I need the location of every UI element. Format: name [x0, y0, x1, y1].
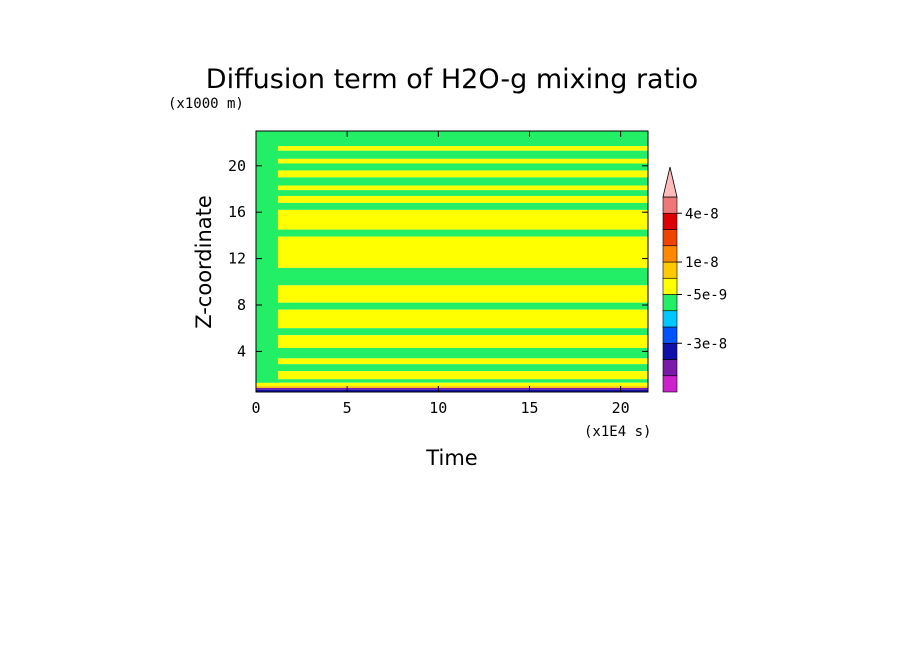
chart-title: Diffusion term of H2O-g mixing ratio	[206, 64, 698, 95]
y-axis-ticks: 4 8 12 16 20	[228, 157, 648, 360]
contour-band	[256, 382, 648, 387]
contour-band	[256, 389, 648, 392]
contour-band	[256, 190, 648, 196]
colorbar-extend-triangle	[662, 166, 678, 198]
plot-frame	[255, 130, 649, 393]
contour-band	[256, 371, 648, 380]
contour-band	[256, 177, 648, 186]
y-axis-label: Z-coordinate	[192, 195, 216, 329]
colorbar-label: 1e-8	[685, 255, 719, 271]
x-axis-unit: (x1E4 s)	[584, 424, 651, 440]
colorbar-segment	[662, 229, 678, 247]
contour-band	[256, 158, 648, 164]
colorbar-label: 4e-8	[685, 206, 719, 222]
colorbar-segment	[662, 196, 678, 214]
colorbar-label: -5e-9	[685, 288, 727, 304]
colorbar-segment	[662, 326, 678, 344]
colorbar: 4e-8 1e-8 -5e-9 -3e-8	[662, 166, 727, 393]
y-tick-label: 12	[228, 250, 246, 268]
contour-band	[256, 386, 648, 388]
contour-band	[256, 170, 648, 178]
y-axis-unit: (x1000 m)	[168, 96, 244, 112]
y-tick-label: 4	[237, 342, 246, 360]
x-tick-label: 5	[343, 399, 352, 417]
x-axis-ticks: 0 5 10 15 20	[251, 131, 630, 417]
contour-band	[256, 285, 648, 303]
colorbar-segment	[662, 342, 678, 360]
x-tick-label: 20	[612, 399, 630, 417]
contour-band	[256, 209, 648, 230]
contour-band	[256, 185, 648, 191]
x-tick-label: 15	[520, 399, 538, 417]
plot-area	[255, 130, 649, 393]
contour-band	[256, 364, 648, 372]
contour-band	[256, 163, 648, 171]
colorbar-segment	[662, 212, 678, 230]
contour-band	[256, 387, 648, 390]
colorbar-segment	[662, 359, 678, 377]
contour-band	[256, 379, 648, 383]
contour-bands	[256, 131, 648, 392]
contour-band	[256, 267, 648, 286]
contour-band	[256, 131, 648, 147]
x-tick-label: 10	[429, 399, 447, 417]
y-tick-label: 20	[228, 157, 246, 175]
colorbar-segment	[662, 310, 678, 328]
contour-band	[256, 358, 648, 365]
colorbar-segment	[662, 375, 678, 393]
contour-band	[256, 335, 648, 348]
contour-band	[256, 302, 648, 310]
contour-band	[256, 202, 648, 210]
contour-band	[256, 236, 648, 268]
colorbar-segment	[662, 245, 678, 263]
early-time-region	[256, 131, 278, 383]
contour-band	[256, 229, 648, 237]
x-axis-label: Time	[425, 446, 477, 470]
colorbar-segment	[662, 294, 678, 312]
y-tick-label: 16	[228, 203, 246, 221]
contour-band	[256, 328, 648, 336]
early-time-column	[256, 131, 278, 383]
colorbar-segment	[662, 277, 678, 295]
contour-band	[256, 150, 648, 159]
contour-band	[256, 309, 648, 329]
contour-band	[256, 347, 648, 359]
colorbar-label: -3e-8	[685, 336, 727, 352]
y-tick-label: 8	[237, 296, 246, 314]
contour-band	[256, 195, 648, 203]
x-tick-label: 0	[251, 399, 260, 417]
colorbar-segment	[662, 261, 678, 279]
contour-band	[256, 146, 648, 151]
